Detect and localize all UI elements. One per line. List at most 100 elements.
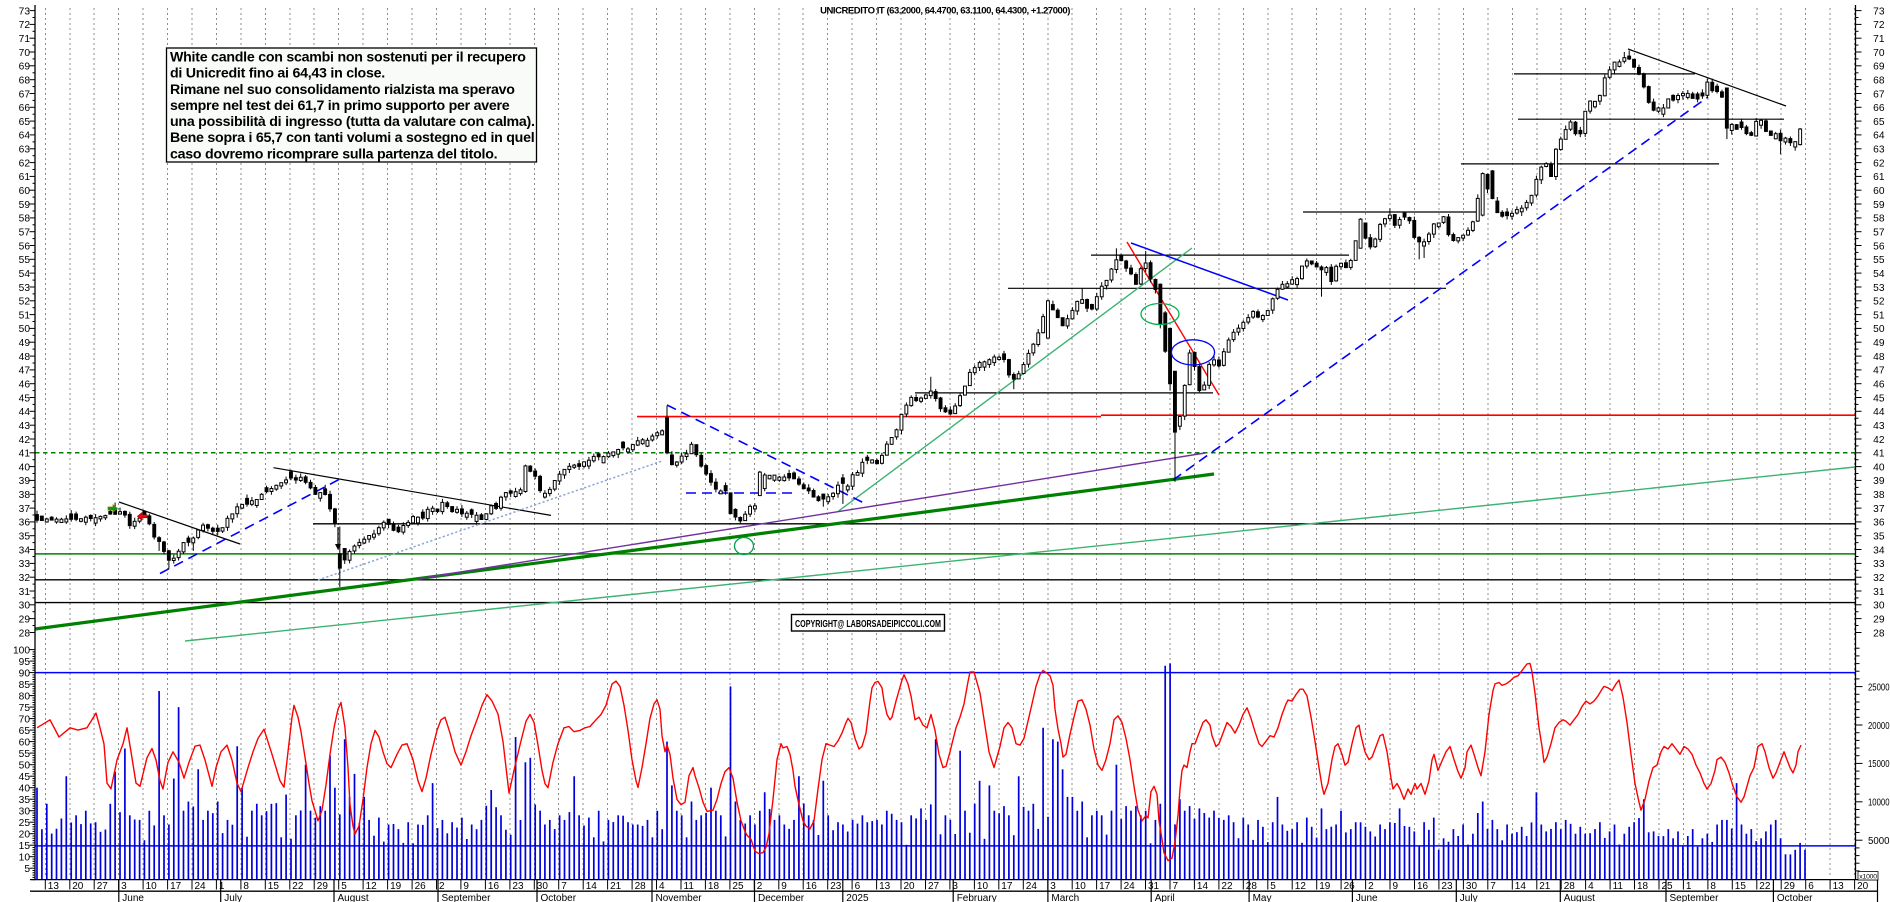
svg-text:26: 26 (415, 881, 427, 892)
svg-text:37: 37 (1873, 504, 1885, 515)
svg-text:52: 52 (1873, 297, 1885, 308)
svg-text:15: 15 (19, 841, 31, 852)
svg-text:25000: 25000 (1868, 682, 1890, 693)
svg-text:15000: 15000 (1868, 759, 1890, 770)
svg-text:61: 61 (19, 172, 31, 183)
svg-text:62: 62 (19, 158, 31, 169)
svg-text:46: 46 (1873, 380, 1885, 391)
svg-text:28: 28 (635, 881, 647, 892)
svg-text:22: 22 (292, 881, 304, 892)
svg-text:60: 60 (19, 186, 31, 197)
svg-text:64: 64 (1873, 131, 1885, 142)
svg-text:45: 45 (1873, 393, 1885, 404)
svg-text:29: 29 (1784, 881, 1796, 892)
svg-text:16: 16 (806, 881, 818, 892)
svg-text:37: 37 (19, 504, 31, 515)
svg-text:27: 27 (97, 881, 109, 892)
svg-text:8: 8 (1710, 881, 1716, 892)
svg-text:25: 25 (1662, 881, 1674, 892)
svg-text:80: 80 (19, 691, 31, 702)
svg-text:3: 3 (952, 881, 958, 892)
svg-text:2: 2 (439, 881, 445, 892)
svg-text:50: 50 (1873, 324, 1885, 335)
svg-text:COPYRIGHT@ LABORSADEIPICCOLI.C: COPYRIGHT@ LABORSADEIPICCOLI.COM (795, 619, 941, 630)
svg-text:UNICREDITO IT (63.2000, 64.470: UNICREDITO IT (63.2000, 64.4700, 63.1100… (820, 6, 1070, 17)
svg-text:36: 36 (1873, 518, 1885, 529)
svg-text:49: 49 (19, 338, 31, 349)
svg-text:20000: 20000 (1868, 721, 1890, 732)
svg-text:64: 64 (19, 131, 31, 142)
svg-text:59: 59 (19, 200, 31, 211)
svg-text:58: 58 (1873, 214, 1885, 225)
svg-text:30: 30 (1466, 881, 1478, 892)
svg-text:7: 7 (1490, 881, 1496, 892)
svg-text:75: 75 (19, 703, 31, 714)
svg-text:39: 39 (1873, 476, 1885, 487)
svg-text:22: 22 (1759, 881, 1771, 892)
svg-text:13: 13 (1833, 881, 1845, 892)
svg-text:59: 59 (1873, 200, 1885, 211)
svg-text:65: 65 (19, 117, 31, 128)
svg-text:30: 30 (19, 807, 31, 818)
svg-text:68: 68 (1873, 76, 1885, 87)
svg-text:sempre nel test dei 61,7 in pr: sempre nel test dei 61,7 in primo suppor… (170, 98, 510, 114)
svg-text:72: 72 (19, 20, 31, 31)
svg-text:95: 95 (19, 657, 31, 668)
svg-text:June: June (122, 893, 144, 902)
svg-text:62: 62 (1873, 158, 1885, 169)
svg-text:49: 49 (1873, 338, 1885, 349)
svg-text:una possibilità di ingresso (t: una possibilità di ingresso (tutta da va… (170, 114, 535, 130)
svg-text:63: 63 (1873, 145, 1885, 156)
svg-text:32: 32 (1873, 573, 1885, 584)
svg-text:x1000: x1000 (1859, 873, 1877, 880)
svg-text:61: 61 (1873, 172, 1885, 183)
svg-text:72: 72 (1873, 20, 1885, 31)
svg-text:55: 55 (19, 255, 31, 266)
svg-text:November: November (656, 893, 703, 902)
svg-text:13: 13 (879, 881, 891, 892)
svg-text:3: 3 (1050, 881, 1056, 892)
svg-text:70: 70 (1873, 48, 1885, 59)
svg-text:28: 28 (1564, 881, 1576, 892)
svg-text:20: 20 (904, 881, 916, 892)
svg-text:60: 60 (19, 737, 31, 748)
svg-text:7: 7 (1173, 881, 1179, 892)
svg-text:35: 35 (19, 795, 31, 806)
svg-text:19: 19 (390, 881, 402, 892)
svg-text:47: 47 (1873, 366, 1885, 377)
svg-text:22: 22 (1221, 881, 1233, 892)
svg-text:17: 17 (1099, 881, 1111, 892)
svg-text:31: 31 (1873, 587, 1885, 598)
svg-text:40: 40 (1873, 462, 1885, 473)
svg-text:67: 67 (19, 89, 31, 100)
svg-text:73: 73 (1873, 6, 1885, 17)
svg-text:18: 18 (1637, 881, 1649, 892)
svg-text:30: 30 (19, 601, 31, 612)
svg-text:9: 9 (781, 881, 787, 892)
svg-text:September: September (1670, 893, 1720, 902)
svg-text:May: May (1253, 893, 1272, 902)
svg-text:October: October (1777, 893, 1813, 902)
svg-text:31: 31 (1148, 881, 1160, 892)
svg-text:April: April (1155, 893, 1175, 902)
svg-text:34: 34 (1873, 545, 1885, 556)
svg-text:1: 1 (219, 881, 225, 892)
svg-text:71: 71 (19, 34, 31, 45)
svg-text:1: 1 (1686, 881, 1692, 892)
svg-text:42: 42 (19, 435, 31, 446)
svg-text:13: 13 (48, 881, 60, 892)
svg-text:71: 71 (1873, 34, 1885, 45)
svg-text:43: 43 (1873, 421, 1885, 432)
svg-text:Bene sopra i 65,7 con tanti vo: Bene sopra i 65,7 con tanti volumi a sos… (170, 130, 534, 146)
svg-text:25: 25 (732, 881, 744, 892)
svg-text:9: 9 (1393, 881, 1399, 892)
svg-text:28: 28 (19, 628, 31, 639)
svg-text:40: 40 (19, 462, 31, 473)
svg-text:March: March (1051, 893, 1079, 902)
svg-text:70: 70 (19, 48, 31, 59)
svg-text:4: 4 (1588, 881, 1594, 892)
svg-text:33: 33 (1873, 559, 1885, 570)
svg-text:27: 27 (928, 881, 940, 892)
svg-text:65: 65 (19, 726, 31, 737)
svg-text:44: 44 (1873, 407, 1885, 418)
